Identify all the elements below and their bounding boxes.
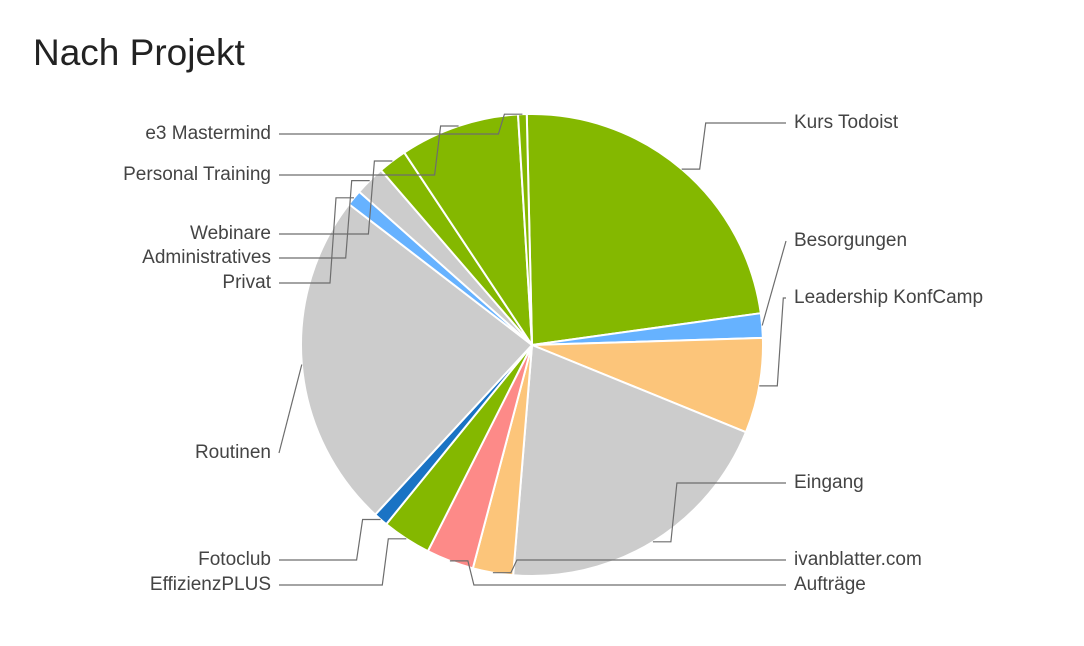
leader-effizienzplus <box>279 538 407 586</box>
label-auftraege: Aufträge <box>794 574 866 595</box>
pie-slices <box>300 113 764 577</box>
label-ivanblatter-com: ivanblatter.com <box>794 549 922 570</box>
label-fotoclub: Fotoclub <box>198 549 271 570</box>
leader-routinen <box>278 364 303 454</box>
leader-lines <box>278 113 787 586</box>
leader-fotoclub <box>279 518 381 561</box>
leader-kurs-todoist <box>681 122 786 170</box>
label-e3-mastermind: e3 Mastermind <box>145 123 271 144</box>
label-administratives: Administratives <box>142 247 271 268</box>
label-routinen: Routinen <box>195 442 271 463</box>
leader-administratives <box>279 180 370 259</box>
label-webinare: Webinare <box>190 223 271 244</box>
slice-labels: Kurs Todoist Besorgungen Leadership KonfCa… <box>123 112 983 595</box>
leader-privat <box>279 197 354 284</box>
label-kurs-todoist: Kurs Todoist <box>794 112 899 133</box>
leader-eingang <box>652 482 786 543</box>
label-privat: Privat <box>222 272 271 293</box>
leader-besorgungen <box>761 240 787 326</box>
label-eingang: Eingang <box>794 472 864 493</box>
slice-routinen <box>300 203 533 516</box>
leader-personal-training <box>279 125 459 176</box>
label-personal-training: Personal Training <box>123 164 271 185</box>
leader-leadership-konfcamp <box>759 297 786 387</box>
label-effizienzplus: EffizienzPLUS <box>150 574 271 595</box>
leader-webinare <box>279 160 393 235</box>
slice-kurs-todoist <box>525 113 762 346</box>
leader-e3-mastermind <box>279 113 523 135</box>
chart-title: Nach Projekt <box>33 32 245 73</box>
leader-auftraege <box>449 560 786 586</box>
label-leadership-konfcamp: Leadership KonfCamp <box>794 287 983 308</box>
leader-ivanblatter-com <box>492 559 786 574</box>
label-besorgungen: Besorgungen <box>794 230 907 251</box>
